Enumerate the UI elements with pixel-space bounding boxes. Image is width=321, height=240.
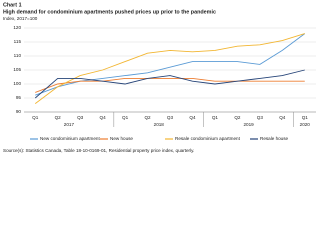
legend-label: Resale house — [260, 136, 289, 141]
x-tick-label: Q4 — [189, 115, 196, 120]
x-tick-label: Q3 — [257, 115, 264, 120]
year-label: 2020 — [300, 122, 311, 127]
x-tick-label: Q3 — [77, 115, 84, 120]
chart: Chart 1 High demand for condominium apar… — [3, 2, 316, 153]
y-tick-label: 115 — [14, 39, 22, 44]
year-label: 2018 — [154, 122, 165, 127]
legend-label: New condominium apartment — [40, 136, 100, 141]
x-tick-label: Q4 — [279, 115, 286, 120]
year-label: 2017 — [64, 122, 75, 127]
chart-subtitle: Index, 2017=100 — [3, 16, 38, 21]
series-line — [35, 77, 305, 93]
x-tick-label: Q1 — [32, 115, 39, 120]
x-tick-label: Q2 — [55, 115, 62, 120]
series-line — [35, 33, 306, 96]
source: Source(s): Statistics Canada, Table 18-1… — [3, 148, 194, 153]
series-line — [34, 69, 305, 99]
legend-label: New house — [110, 136, 133, 141]
y-tick-label: 95 — [16, 95, 22, 100]
chart-label: Chart 1 — [3, 2, 22, 8]
year-label: 2019 — [243, 122, 254, 127]
y-tick-label: 90 — [16, 109, 22, 114]
x-tick-label: Q2 — [234, 115, 241, 120]
x-tick-label: Q2 — [144, 115, 151, 120]
y-tick-label: 110 — [14, 53, 22, 58]
x-tick-label: Q3 — [167, 115, 174, 120]
legend-label: Resale condominium apartment — [175, 136, 241, 141]
x-tick-label: Q1 — [212, 115, 219, 120]
chart-title: High demand for condominium apartments p… — [3, 9, 216, 15]
series-line — [34, 33, 305, 104]
y-tick-label: 100 — [13, 81, 21, 86]
y-tick-label: 120 — [13, 25, 21, 30]
x-tick-label: Q1 — [302, 115, 309, 120]
y-tick-label: 105 — [13, 67, 21, 72]
x-tick-label: Q4 — [100, 115, 107, 120]
x-tick-label: Q1 — [122, 115, 129, 120]
